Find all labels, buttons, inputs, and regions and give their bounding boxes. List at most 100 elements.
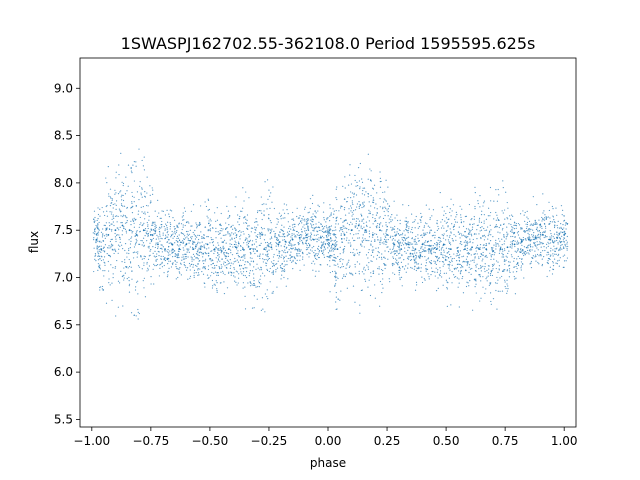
data-point-scatter (378, 268, 380, 270)
data-point-scatter (358, 220, 361, 222)
data-point-scatter (549, 258, 551, 261)
data-point-scatter (448, 260, 450, 263)
data-point-scatter (544, 231, 546, 233)
data-point-scatter (146, 176, 148, 178)
data-point-scatter (227, 253, 230, 255)
data-point-scatter (194, 241, 196, 244)
data-point-scatter (260, 196, 262, 198)
data-point-scatter (182, 219, 184, 221)
data-point (386, 234, 388, 236)
data-point-scatter (167, 234, 169, 236)
data-point-scatter (442, 261, 445, 263)
data-point-scatter (276, 263, 278, 265)
data-point-scatter (530, 266, 533, 269)
data-point-scatter (241, 273, 243, 275)
data-point-scatter (172, 233, 174, 235)
data-point-scatter (314, 263, 316, 265)
data-point-scatter (320, 229, 322, 231)
data-point-scatter (154, 221, 156, 223)
data-point-scatter (240, 244, 242, 247)
data-point-scatter (216, 291, 218, 293)
data-point-scatter (539, 226, 541, 228)
data-point-scatter (222, 228, 224, 230)
data-point-scatter (247, 225, 249, 227)
data-point-scatter (218, 256, 220, 258)
data-point-scatter (310, 236, 312, 238)
data-point-scatter (513, 232, 515, 235)
data-point-scatter (343, 238, 345, 240)
data-point-scatter (286, 209, 288, 211)
data-point-scatter (520, 238, 523, 241)
data-point-scatter (175, 263, 177, 266)
data-point-scatter (557, 253, 560, 255)
data-point-scatter (359, 312, 361, 314)
data-point-scatter (325, 231, 327, 233)
data-point-scatter (489, 240, 492, 242)
data-point-scatter (281, 235, 283, 238)
data-point-scatter (343, 232, 345, 234)
data-point-scatter (428, 232, 431, 234)
data-point-scatter (445, 217, 448, 219)
data-point-scatter (135, 251, 137, 253)
data-point-scatter (399, 269, 401, 271)
data-point-scatter (93, 237, 95, 239)
data-point-scatter (352, 213, 354, 215)
data-point-scatter (367, 178, 369, 180)
data-point-scatter (544, 234, 546, 237)
data-point-scatter (399, 250, 401, 252)
data-point-scatter (464, 245, 466, 247)
data-point-scatter (499, 250, 501, 252)
data-point-scatter (372, 223, 374, 225)
data-point-scatter (422, 248, 424, 250)
data-point-scatter (486, 226, 489, 228)
data-point-scatter (368, 230, 370, 232)
data-point-scatter (554, 221, 556, 223)
data-point-scatter (296, 215, 298, 218)
data-point-scatter (325, 225, 328, 227)
data-point-scatter (480, 236, 482, 239)
data-point-scatter (335, 264, 337, 266)
data-point-scatter (207, 268, 210, 271)
data-point-scatter (517, 234, 520, 236)
data-point-scatter (396, 254, 398, 257)
data-point-scatter (282, 267, 284, 270)
data-point-scatter (483, 214, 485, 216)
data-point-scatter (424, 256, 426, 258)
data-point-scatter (384, 250, 386, 252)
data-point-scatter (294, 262, 297, 264)
data-point-scatter (385, 240, 387, 242)
data-point-scatter (297, 242, 299, 244)
data-point-scatter (552, 216, 555, 218)
data-point-scatter (521, 249, 524, 251)
data-point-scatter (235, 281, 237, 283)
data-point-scatter (464, 231, 466, 233)
data-point-scatter (226, 259, 228, 261)
data-point-scatter (300, 249, 302, 251)
data-point-scatter (367, 257, 369, 259)
data-point-scatter (118, 234, 120, 236)
data-point-scatter (259, 232, 261, 234)
data-point-scatter (231, 254, 234, 256)
data-point-scatter (552, 255, 554, 257)
data-point-scatter (483, 239, 486, 241)
data-point-scatter (284, 243, 286, 245)
data-point-scatter (539, 238, 542, 240)
data-point-scatter (335, 246, 337, 248)
data-point-scatter (329, 234, 331, 236)
data-point-scatter (307, 228, 309, 230)
data-point-scatter (292, 219, 295, 221)
data-point-scatter (329, 215, 331, 217)
data-point-scatter (340, 258, 342, 260)
data-point-scatter (157, 199, 159, 201)
data-point-scatter (109, 211, 111, 213)
data-point-scatter (491, 263, 494, 266)
data-point-scatter (372, 251, 374, 253)
data-point-scatter (299, 269, 301, 271)
data-point-scatter (159, 267, 161, 269)
data-point-scatter (99, 258, 101, 260)
data-point-scatter (344, 214, 347, 216)
data-point-scatter (184, 258, 186, 260)
data-point-scatter (195, 222, 197, 224)
data-point-scatter (538, 263, 540, 265)
data-point-scatter (457, 270, 460, 272)
